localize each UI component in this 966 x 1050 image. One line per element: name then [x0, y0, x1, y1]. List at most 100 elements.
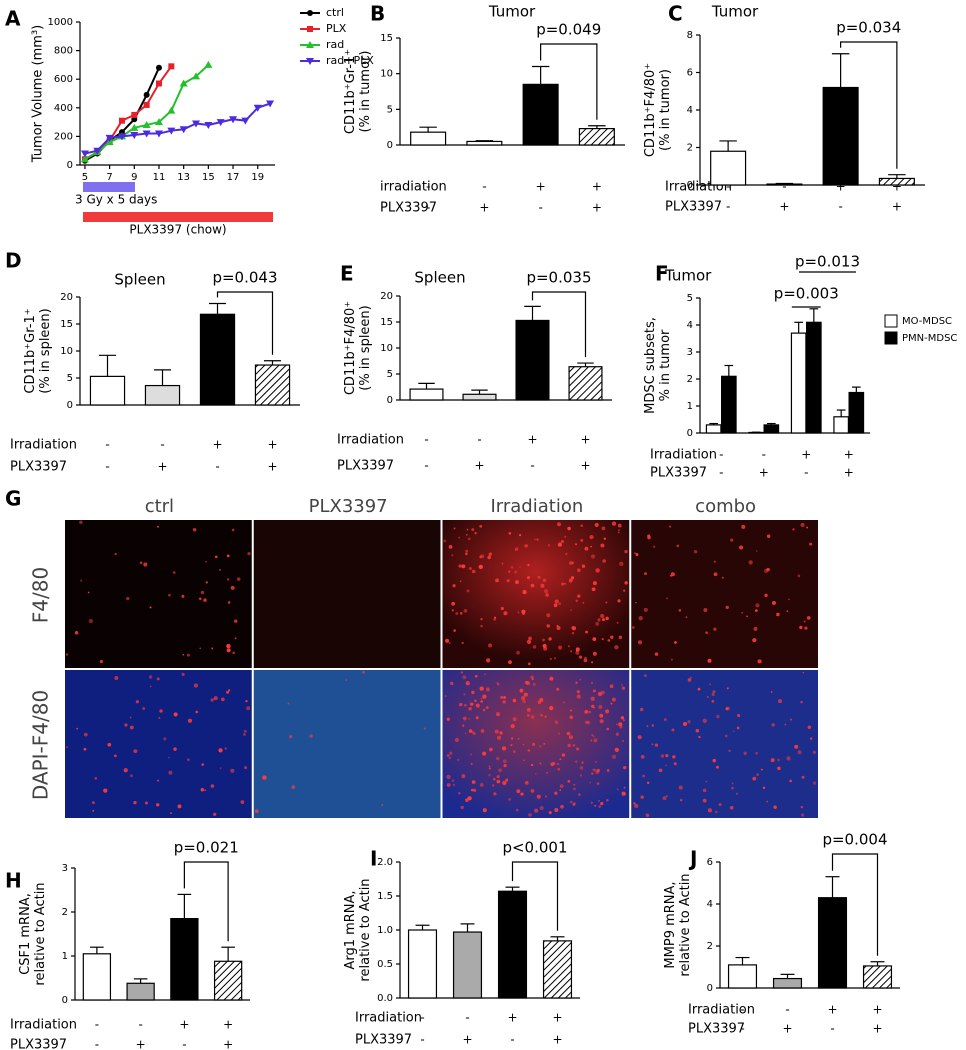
cell-signal — [582, 601, 585, 604]
cell-signal — [570, 576, 575, 580]
cell-signal — [806, 616, 811, 620]
row-sign: + — [844, 466, 854, 480]
cell-signal — [205, 560, 207, 563]
y-tick-label: 1000 — [48, 17, 73, 28]
cell-signal — [542, 638, 545, 642]
row-label: Irradiation — [10, 1018, 77, 1033]
micrograph — [65, 520, 252, 668]
cell-signal — [498, 768, 503, 773]
marker — [155, 64, 162, 71]
cell-signal — [94, 777, 98, 780]
y-tick-label: 0 — [707, 983, 713, 994]
cell-signal — [729, 805, 734, 810]
marker — [179, 79, 188, 87]
y-tick-label: 10 — [380, 69, 393, 80]
cell-signal — [690, 676, 692, 679]
bar — [452, 931, 483, 999]
cell-signal — [466, 589, 470, 593]
cell-signal — [784, 723, 787, 726]
cell-signal — [546, 613, 551, 618]
cell-signal — [624, 581, 628, 585]
cell-signal — [532, 682, 536, 686]
cell-signal — [660, 754, 665, 758]
row-sign: - — [719, 448, 723, 462]
row-label: Irradiation — [10, 438, 77, 453]
cell-signal — [159, 709, 163, 713]
row-label: PLX3397 — [380, 201, 437, 216]
row-sign: + — [474, 459, 484, 473]
cell-signal — [776, 612, 780, 617]
cell-signal — [519, 566, 521, 569]
cell-signal — [475, 703, 480, 708]
cell-signal — [531, 678, 534, 681]
cell-signal — [471, 528, 475, 532]
cell-signal — [461, 564, 466, 569]
cell-signal — [157, 525, 159, 528]
cell-signal — [670, 572, 675, 577]
cell-signal — [766, 534, 771, 538]
cell-signal — [145, 801, 148, 805]
cell-signal — [195, 710, 199, 714]
row-sign: + — [552, 1011, 562, 1025]
cell-signal — [168, 593, 171, 597]
row-label: Irradiation — [650, 448, 717, 463]
cell-signal — [508, 660, 512, 664]
cell-signal — [126, 596, 130, 601]
cell-signal — [565, 552, 568, 556]
row-sign: - — [726, 180, 730, 194]
x-tick-label: 15 — [202, 172, 215, 183]
cell-signal — [500, 696, 504, 700]
marker — [168, 63, 175, 70]
cell-signal — [460, 671, 464, 674]
cell-signal — [711, 692, 715, 696]
cell-signal — [495, 578, 499, 583]
bar — [568, 366, 603, 401]
cell-signal — [579, 774, 583, 777]
cell-signal — [591, 587, 596, 592]
cell-signal — [482, 751, 487, 756]
cell-signal — [464, 732, 467, 735]
x-tick-label: 9 — [131, 172, 137, 183]
panel-letter: C — [668, 2, 683, 26]
cell-signal — [570, 609, 572, 611]
y-tick-label: 1 — [62, 951, 68, 962]
cell-signal — [496, 735, 502, 740]
row-sign: - — [804, 466, 808, 480]
cell-signal — [603, 537, 607, 540]
row-sign: + — [836, 180, 846, 194]
bar — [772, 977, 803, 989]
cell-signal — [218, 748, 223, 753]
row-sign: + — [267, 438, 277, 452]
cell-signal — [214, 555, 218, 559]
cell-signal — [575, 681, 578, 684]
bar — [410, 131, 447, 146]
cell-signal — [173, 712, 178, 717]
cell-signal — [530, 715, 535, 719]
cell-signal — [362, 670, 365, 674]
cell-signal — [503, 611, 508, 616]
y-tick-label: 15 — [60, 319, 73, 330]
cell-signal — [713, 627, 717, 631]
cell-signal — [243, 733, 246, 736]
marker — [192, 72, 201, 80]
cell-signal — [575, 747, 580, 751]
row-sign: - — [426, 180, 430, 194]
row-sign: - — [424, 459, 428, 473]
cell-signal — [503, 696, 507, 699]
cell-signal — [516, 650, 520, 655]
marker — [167, 106, 176, 114]
cell-signal — [227, 689, 231, 692]
cell-signal — [230, 585, 235, 590]
cell-signal — [156, 803, 160, 807]
row-sign: - — [482, 180, 486, 194]
cell-signal — [458, 792, 461, 795]
cell-signal — [568, 578, 573, 583]
cell-signal — [585, 630, 588, 634]
cell-signal — [623, 786, 626, 789]
cell-signal — [631, 626, 635, 629]
row-sign: + — [580, 459, 590, 473]
cell-signal — [726, 687, 729, 690]
cell-signal — [446, 774, 451, 780]
cell-signal — [601, 638, 604, 641]
cell-signal — [580, 524, 583, 527]
